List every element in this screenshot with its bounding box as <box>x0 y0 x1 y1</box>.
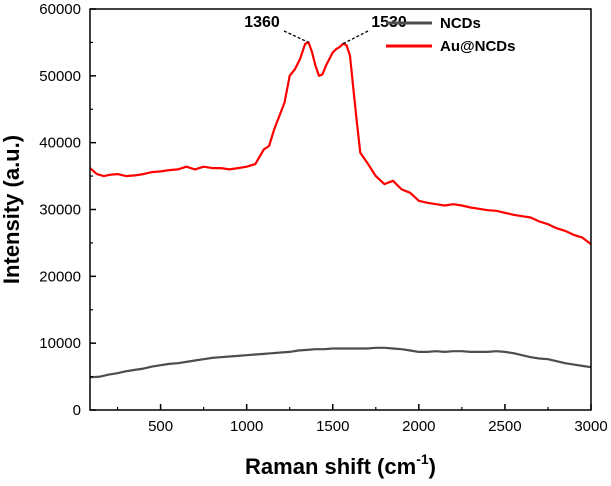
y-tick-label: 30000 <box>39 202 81 219</box>
legend-label-au-ncds: Au@NCDs <box>440 38 515 55</box>
x-tick-label: 3000 <box>574 418 607 435</box>
y-tick-label: 60000 <box>39 1 81 18</box>
x-axis-ticks: 500 1000 1500 2000 2500 3000 <box>116 404 608 435</box>
peak-label: 1360 <box>244 14 280 31</box>
peak-annotations: 1360 1530 <box>244 14 407 45</box>
x-tick-label: 2000 <box>402 418 435 435</box>
y-tick-label: 50000 <box>39 68 81 85</box>
legend: NCDs Au@NCDs <box>386 15 515 55</box>
peak-leader-line <box>342 30 369 45</box>
peak-leader-line <box>283 30 309 44</box>
x-axis-title: Raman shift (cm-1) <box>245 451 436 479</box>
plot-frame <box>89 8 592 411</box>
y-tick-label: 20000 <box>39 268 81 285</box>
x-tick-label: 2500 <box>488 418 521 435</box>
x-tick-label: 1000 <box>230 418 263 435</box>
series-lines <box>89 41 592 379</box>
y-tick-label: 40000 <box>39 135 81 152</box>
y-axis-ticks: 0 10000 20000 30000 40000 50000 60000 <box>39 1 96 419</box>
y-axis-title: Intensity (a.u.) <box>0 135 24 284</box>
series-line-au-ncds <box>89 41 592 246</box>
x-tick-label: 500 <box>148 418 173 435</box>
y-tick-label: 0 <box>73 402 81 419</box>
x-tick-label: 1500 <box>316 418 349 435</box>
legend-label-ncds: NCDs <box>440 15 481 32</box>
y-tick-label: 10000 <box>39 335 81 352</box>
series-line-ncds <box>89 346 592 379</box>
